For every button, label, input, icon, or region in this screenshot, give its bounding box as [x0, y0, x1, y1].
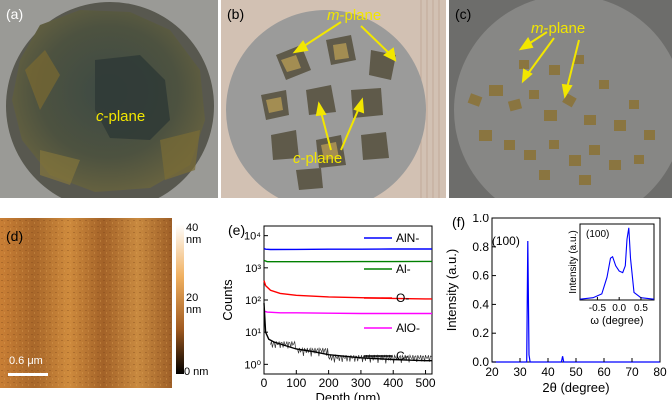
x-tick-label: 70 — [625, 365, 639, 379]
panel-label-d: (d) — [6, 228, 24, 244]
annotation-m-plane-b: m-plane — [327, 7, 381, 24]
y-tick-label: 10² — [245, 295, 261, 307]
x-tick-label: 400 — [383, 376, 403, 390]
xrd-line — [492, 240, 660, 363]
x-tick-label: 50 — [569, 365, 583, 379]
annotation-suffix: -plane — [103, 108, 146, 125]
y-tick-label: 1.0 — [472, 214, 489, 225]
x-tick-label: 100 — [286, 376, 306, 390]
y-tick-label: 10⁰ — [244, 359, 261, 371]
series-line-o — [263, 280, 432, 300]
panel-label-f: (f) — [452, 214, 466, 230]
arrows-b — [292, 21, 397, 151]
annotation-m-plane-c: m-plane — [531, 20, 585, 37]
x-tick-label: 80 — [653, 365, 667, 379]
annotation-suffix: -plane — [300, 150, 343, 167]
panel-label-b: (b) — [227, 6, 245, 22]
annotation-c-plane-a: c-plane — [96, 108, 145, 125]
annotation-prefix: c — [96, 108, 104, 125]
afm-image — [0, 218, 172, 388]
annotation-prefix: c — [293, 150, 301, 167]
y-tick-label: 0.4 — [472, 297, 489, 311]
colorbar-tick-top: 40 nm — [186, 222, 202, 246]
xrd-chart: 20 30 40 50 60 70 80 0.0 0.2 0.4 0.6 0.8 1.0 2θ (degr… — [444, 214, 667, 395]
sims-chart: 0 100 200 300 400 500 10⁰ 10¹ 10² 10³ 10⁴ Depth (nm… — [222, 225, 436, 400]
annotation-prefix: m — [531, 20, 544, 37]
wafer-photo-c — [449, 0, 672, 198]
x-axis-label: 2θ (degree) — [542, 380, 609, 395]
x-tick-label: 20 — [485, 365, 499, 379]
legend-label: AlN- — [396, 231, 419, 245]
series-line-al — [263, 259, 432, 263]
y-tick-label: 10³ — [245, 263, 261, 275]
x-tick-label: 500 — [416, 376, 436, 390]
panel-label-a: (a) — [6, 6, 24, 22]
photo-panel-c: (c) m-plane — [449, 0, 672, 198]
series-noise-c — [270, 340, 432, 364]
wafer-photo-a — [0, 0, 218, 198]
colorbar-tick-mid: 20 nm — [186, 292, 202, 316]
legend-label: O- — [396, 291, 409, 305]
colorbar — [176, 224, 184, 374]
series-line-aln — [263, 247, 432, 251]
x-tick-label: 60 — [597, 365, 611, 379]
y-tick-label: 0.0 — [472, 355, 489, 369]
annotation-prefix: m — [327, 7, 340, 24]
inset-frame — [579, 223, 655, 301]
x-tick-label: 300 — [351, 376, 371, 390]
afm-panel-d: (d) 0.6 μm 40 nm 20 nm 0 nm — [0, 218, 216, 388]
inset-line — [579, 227, 655, 300]
inset-x-tick-label: 0.0 — [612, 303, 626, 314]
legend-label: AlO- — [396, 321, 420, 335]
annotation-suffix: -plane — [339, 7, 382, 24]
panel-label-c: (c) — [455, 6, 472, 22]
scale-bar-label: 0.6 μm — [9, 355, 43, 367]
x-axis-label: Depth (nm) — [315, 390, 380, 400]
photo-panel-b: (b) m-plane c-plane — [221, 0, 446, 198]
inset-x-tick-label: -0.5 — [589, 303, 607, 314]
x-tick-label: 200 — [319, 376, 339, 390]
y-tick-label: 10¹ — [245, 327, 261, 339]
series-line-alo — [263, 310, 432, 315]
x-tick-label: 40 — [541, 365, 555, 379]
arrows-c — [518, 31, 580, 99]
y-axis-label: Counts — [222, 279, 235, 321]
y-tick-label: 0.6 — [472, 269, 489, 283]
annotation-c-plane-b: c-plane — [293, 150, 342, 167]
photo-panel-a: (a) c-plane — [0, 0, 218, 198]
x-tick-label: 0 — [261, 376, 268, 390]
inset-x-axis-label: ω (degree) — [590, 315, 643, 327]
peak-label: (100) — [492, 234, 520, 248]
x-tick-label: 30 — [513, 365, 527, 379]
y-tick-label: 0.2 — [472, 326, 489, 340]
legend-label: C- — [396, 349, 409, 363]
wafer-photo-b — [221, 0, 446, 198]
inset-x-tick-label: 0.5 — [634, 303, 648, 314]
y-tick-label: 10⁴ — [244, 231, 261, 243]
panel-label-e: (e) — [228, 222, 246, 238]
y-axis-label: Intensity (a.u.) — [444, 249, 459, 331]
y-tick-label: 0.8 — [472, 240, 489, 254]
scale-bar — [8, 373, 48, 376]
legend-label: Al- — [396, 262, 411, 276]
inset-y-axis-label: Intensity (a.u.) — [568, 230, 579, 293]
colorbar-tick-bottom: 0 nm — [184, 366, 209, 378]
annotation-suffix: -plane — [543, 20, 586, 37]
inset-peak-label: (100) — [586, 229, 609, 240]
